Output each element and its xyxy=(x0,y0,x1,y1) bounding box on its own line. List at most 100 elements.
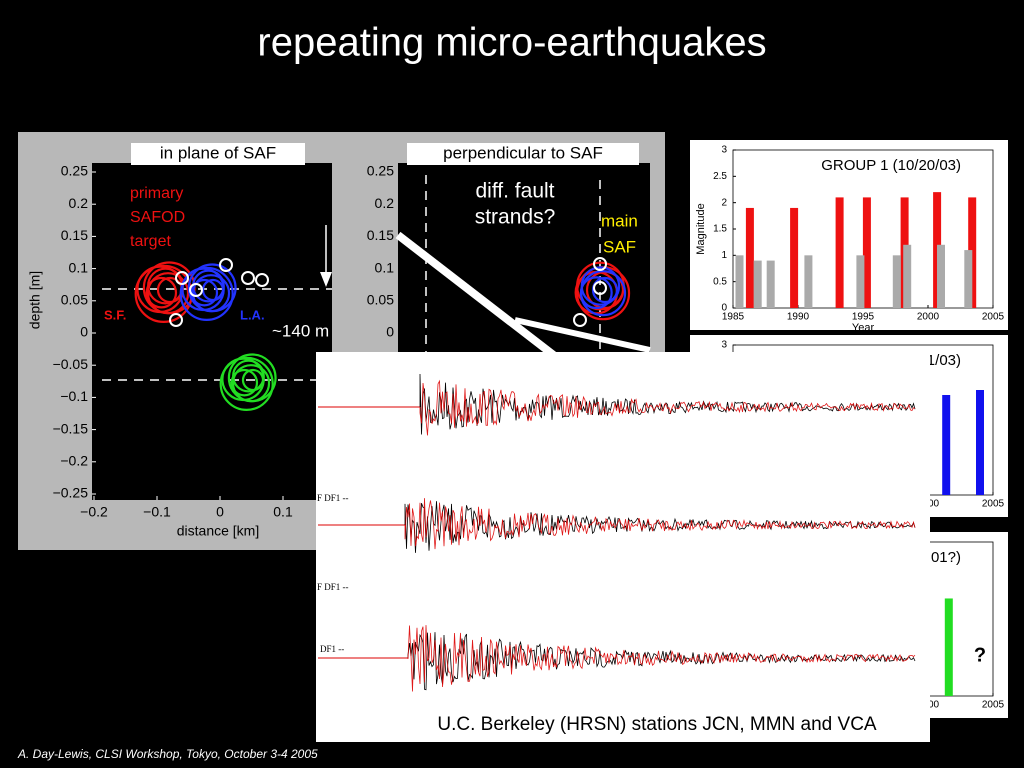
y-tick-label: 0.1 xyxy=(69,259,89,275)
waveform xyxy=(404,498,916,550)
event-circle xyxy=(145,276,178,309)
y-tick-label: −0.15 xyxy=(53,420,89,436)
event-circle xyxy=(187,263,237,313)
y-tick-label: 0.15 xyxy=(61,227,88,243)
panel-title: in plane of SAF xyxy=(160,143,276,162)
chart-title: GROUP 1 (10/20/03) xyxy=(821,157,961,174)
y-axis-label: depth [m] xyxy=(27,271,43,329)
y-tick-label: 0.25 xyxy=(61,163,88,179)
y-tick-label: −0.1 xyxy=(60,388,88,404)
event-circle xyxy=(219,356,274,411)
event-circle xyxy=(175,271,189,285)
y-tick-label: −0.2 xyxy=(60,453,88,469)
annotation: ~140 m xyxy=(272,321,329,340)
x-tick-label: 2005 xyxy=(982,700,1005,711)
event-circle xyxy=(579,270,627,317)
y-tick-label: 0.05 xyxy=(61,292,88,308)
panel-title-box xyxy=(407,143,639,165)
x-axis-label: Year xyxy=(852,322,875,334)
y-tick-label: 2.5 xyxy=(713,171,727,182)
y-tick-label: 2 xyxy=(721,197,727,208)
y-tick-label: −0.25 xyxy=(53,485,89,501)
y-tick-label: 0.25 xyxy=(367,163,394,179)
station-label: DF1 -- xyxy=(320,644,344,654)
y-tick-label: 0.2 xyxy=(375,195,395,211)
bar xyxy=(944,598,953,696)
waveforms xyxy=(318,373,916,692)
x-tick-label: 1990 xyxy=(787,312,810,323)
seismogram-caption: U.C. Berkeley (HRSN) stations JCN, MMN a… xyxy=(437,714,877,735)
y-tick-label: 0.05 xyxy=(367,292,394,308)
chart-title: 01?) xyxy=(931,549,961,566)
y-tick-label: 0 xyxy=(386,324,394,340)
waveform xyxy=(419,373,916,435)
bar xyxy=(745,207,754,308)
event-circle xyxy=(219,258,233,272)
y-tick-label: 0.2 xyxy=(69,195,89,211)
station-label: F DF1 -- xyxy=(317,493,349,503)
x-tick-label: 2005 xyxy=(982,312,1005,323)
bar xyxy=(964,250,973,308)
bar xyxy=(892,255,901,308)
y-tick-label: 0 xyxy=(80,324,88,340)
x-tick-label: 2000 xyxy=(917,312,940,323)
y-tick-label: 1 xyxy=(721,250,727,261)
event-circles xyxy=(134,257,631,411)
x-tick-label: 0.1 xyxy=(273,504,293,520)
annotation: target xyxy=(130,233,171,250)
event-circle xyxy=(189,283,203,297)
bar xyxy=(790,207,799,308)
event-circle xyxy=(169,313,183,327)
plot-area xyxy=(92,163,332,500)
station-label: F DF1 -- xyxy=(317,582,349,592)
x-axis-label: distance [km] xyxy=(177,523,259,539)
slide-title: repeating micro-earthquakes xyxy=(257,21,766,65)
bar xyxy=(976,390,984,495)
y-tick-label: 0.15 xyxy=(367,227,394,243)
footer: A. Day-Lewis, CLSI Workshop, Tokyo, Octo… xyxy=(17,747,318,761)
bar xyxy=(753,260,762,308)
annotation: S.F. xyxy=(104,307,126,322)
fault-decoration xyxy=(102,175,651,500)
x-tick-label: 1985 xyxy=(722,312,745,323)
panel-title-box xyxy=(131,143,305,165)
y-tick-label: 0.5 xyxy=(713,276,727,287)
y-tick-label: 0 xyxy=(721,303,727,314)
bar xyxy=(862,197,871,308)
chart-note: ? xyxy=(974,644,986,666)
annotation: SAFOD xyxy=(130,209,185,226)
y-tick-label: 3 xyxy=(721,340,727,351)
event-circle xyxy=(593,257,607,271)
x-tick-label: −0.1 xyxy=(143,504,171,520)
waveform xyxy=(419,379,916,436)
annotation: L.A. xyxy=(240,307,265,322)
annotation: main xyxy=(601,211,638,230)
y-tick-label: 3 xyxy=(721,145,727,156)
x-tick-label: −0.2 xyxy=(80,504,108,520)
annotation: primary xyxy=(130,185,183,202)
bar xyxy=(735,255,744,308)
panel-title: perpendicular to SAF xyxy=(443,143,603,162)
event-circle xyxy=(593,281,607,295)
bar xyxy=(856,255,865,308)
bar xyxy=(937,244,945,308)
bar xyxy=(835,197,844,308)
event-circle xyxy=(591,276,619,304)
x-tick-label: 0 xyxy=(216,504,224,520)
x-tick-label: 1995 xyxy=(852,312,875,323)
waveform xyxy=(407,625,916,692)
bar xyxy=(903,244,912,308)
event-circle xyxy=(573,313,587,327)
event-circle xyxy=(255,273,269,287)
bar xyxy=(942,395,951,495)
bar xyxy=(766,260,775,308)
annotation: SAF xyxy=(603,237,636,256)
annotation: diff. fault xyxy=(476,180,555,203)
event-circle xyxy=(230,368,259,397)
y-axis-label: Magnitude xyxy=(695,203,707,254)
bar xyxy=(804,255,813,308)
event-circle xyxy=(241,271,255,285)
y-tick-label: 0.1 xyxy=(375,259,395,275)
event-circle xyxy=(227,353,277,403)
